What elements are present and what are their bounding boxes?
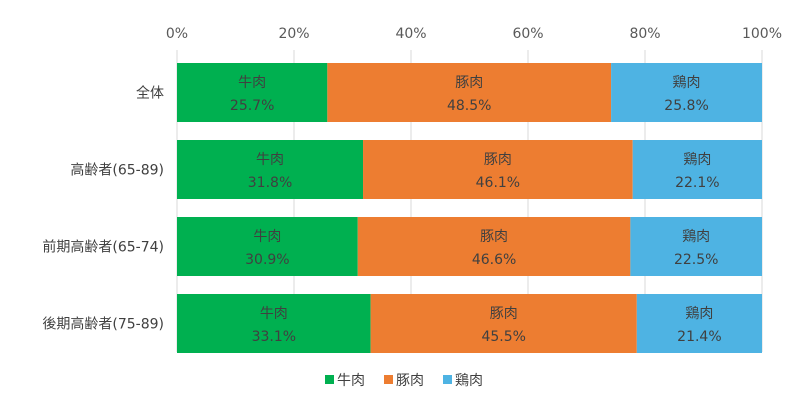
legend-label: 豚肉: [396, 373, 424, 389]
data-label: 46.1%: [476, 175, 520, 191]
data-label: 21.4%: [677, 329, 721, 345]
data-label: 22.5%: [674, 252, 718, 268]
segment-series-label: 豚肉: [455, 75, 483, 91]
data-label: 45.5%: [481, 329, 525, 345]
segment-series-label: 豚肉: [484, 152, 512, 168]
segment-series-label: 鶏肉: [685, 306, 713, 322]
category-label: 全体: [136, 85, 164, 102]
data-label: 33.1%: [252, 329, 296, 345]
bars: 牛肉 25.7% 豚肉 48.5% 鶏肉 25.8% 牛肉 31.8% 豚肉 46.1% 鶏肉 22.…: [177, 63, 762, 353]
data-label: 31.8%: [248, 175, 292, 191]
bar-segment: [177, 294, 371, 353]
bar-segment: [177, 63, 328, 122]
category-label: 前期高齢者(65-74): [42, 239, 164, 256]
bar-segment: [632, 140, 762, 199]
segment-series-label: 牛肉: [256, 152, 284, 168]
data-label: 22.1%: [675, 175, 719, 191]
data-label: 25.8%: [664, 98, 708, 114]
legend: 牛肉 豚肉 鶏肉: [325, 373, 483, 389]
category-label: 高齢者(65-89): [70, 162, 164, 179]
segment-series-label: 牛肉: [260, 306, 288, 322]
segment-series-label: 豚肉: [490, 306, 518, 322]
legend-swatch: [384, 375, 393, 384]
segment-series-label: 豚肉: [480, 229, 508, 245]
bar-segment: [370, 294, 637, 353]
data-label: 25.7%: [230, 98, 274, 114]
x-tick-label: 40%: [395, 26, 426, 42]
legend-label: 鶏肉: [455, 373, 483, 389]
bar-segment: [636, 294, 762, 353]
bar-segment: [177, 217, 358, 276]
x-axis-ticks: 0% 20% 40% 60% 80% 100%: [166, 26, 782, 42]
x-tick-label: 20%: [278, 26, 309, 42]
segment-series-label: 牛肉: [253, 229, 281, 245]
data-label: 48.5%: [447, 98, 491, 114]
bar-segment: [357, 217, 631, 276]
legend-label: 牛肉: [337, 373, 365, 389]
x-tick-label: 0%: [166, 26, 188, 42]
segment-series-label: 牛肉: [238, 75, 266, 91]
bar-segment: [630, 217, 762, 276]
segment-series-label: 鶏肉: [682, 229, 710, 245]
legend-swatch: [325, 375, 334, 384]
data-label: 30.9%: [245, 252, 289, 268]
bar-segment: [611, 63, 762, 122]
bar-segment: [177, 140, 364, 199]
legend-swatch: [443, 375, 452, 384]
bar-segment: [363, 140, 633, 199]
data-label: 46.6%: [472, 252, 516, 268]
x-tick-label: 100%: [742, 26, 782, 42]
segment-series-label: 鶏肉: [683, 152, 711, 168]
segment-series-label: 鶏肉: [673, 75, 701, 91]
x-tick-label: 60%: [512, 26, 543, 42]
category-label: 後期高齢者(75-89): [42, 316, 164, 333]
x-tick-label: 80%: [629, 26, 660, 42]
bar-segment: [327, 63, 612, 122]
